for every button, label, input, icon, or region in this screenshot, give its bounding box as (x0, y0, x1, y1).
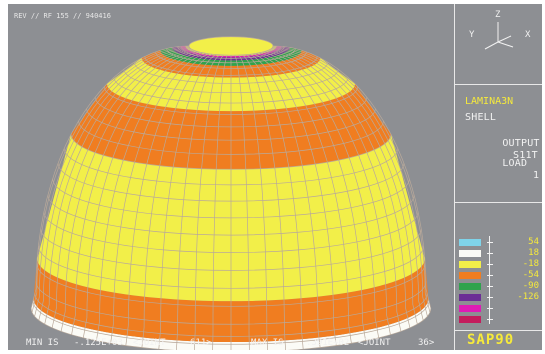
mesh-meridian (38, 48, 191, 321)
mesh-meridian (31, 46, 190, 313)
legend-axis (489, 236, 490, 324)
mesh-meridian (264, 51, 391, 335)
mesh-meridian (268, 49, 411, 328)
stress-legend: 54 18 -18 -54 -90 -126 (459, 236, 539, 326)
max-label: MAX IS (251, 338, 284, 348)
panel-divider (455, 330, 542, 331)
mesh-meridian (272, 47, 428, 317)
mesh-meridian (34, 47, 190, 317)
stress-band (141, 50, 321, 78)
mesh-meridian (272, 45, 432, 309)
mesh-meridian (252, 53, 337, 346)
mesh-meridian (266, 50, 402, 332)
legend-label: -18 (522, 259, 539, 269)
mesh-meridian (256, 53, 352, 344)
mesh-meridian (125, 53, 210, 346)
mesh-meridian (44, 48, 192, 325)
min-joint-label: <JOINT (133, 338, 166, 348)
max-joint-value: 36> (418, 338, 435, 348)
legend-tick (487, 264, 493, 265)
legend-swatch (459, 261, 481, 268)
mesh-meridian (194, 54, 224, 350)
header-revision-text: REV // RF 155 // 940416 (14, 12, 111, 20)
panel-divider (455, 202, 542, 203)
output-label: OUTPUT (502, 138, 540, 149)
stress-band (31, 298, 431, 350)
legend-swatch (459, 305, 481, 312)
mesh-meridian (212, 55, 228, 350)
legend-tick (487, 297, 493, 298)
min-joint-value: 611> (190, 338, 212, 348)
mesh-meridian (82, 51, 201, 338)
legend-label: -90 (522, 281, 539, 291)
mesh-meridian (259, 52, 366, 341)
legend-tick (487, 319, 493, 320)
stress-band (160, 47, 302, 66)
legend-tick (487, 275, 493, 276)
load-label: LOAD (502, 158, 528, 169)
axis-x-label: X (525, 30, 531, 40)
axes-triad-icon: Z Y X (461, 10, 535, 60)
info-side-panel: Z Y X LAMINA3N SHELL OUTPUT S11T LOAD 1 … (454, 4, 542, 350)
mesh-meridian (270, 48, 418, 325)
max-value: .391E+02 (306, 338, 350, 348)
element-type-label: SHELL (465, 112, 497, 123)
mesh-meridian (249, 53, 321, 348)
mesh-meridian (96, 52, 203, 341)
legend-tick (487, 253, 493, 254)
dome-shell-plot[interactable] (8, 4, 454, 350)
mesh-meridian (175, 54, 220, 350)
mesh-ring (30, 308, 432, 350)
legend-swatch (459, 294, 481, 301)
mesh-meridian (234, 55, 250, 350)
load-value: 1 (533, 170, 540, 181)
axis-y-label: Y (469, 30, 475, 40)
output-value: S11T (513, 150, 538, 161)
load-row: LOAD 1 (465, 146, 539, 194)
stress-band (172, 46, 290, 61)
legend-swatch (459, 283, 481, 290)
stress-band (33, 258, 429, 343)
mesh-meridian (158, 54, 217, 350)
mesh-meridian (271, 48, 424, 321)
legend-swatch (459, 239, 481, 246)
mesh-meridian (71, 51, 198, 335)
legend-tick (487, 242, 493, 243)
mesh-meridian (30, 45, 190, 309)
sap90-logo: SAP90 (467, 332, 515, 348)
mesh-meridian (110, 53, 206, 344)
stress-band (180, 46, 282, 58)
mesh-meridian (245, 54, 304, 350)
legend-label: 54 (528, 237, 539, 247)
mesh-meridian (60, 50, 196, 332)
model-title: LAMINA3N (465, 96, 514, 107)
output-row: OUTPUT S11T (465, 126, 540, 174)
legend-label: 18 (528, 248, 539, 258)
legend-label: -54 (522, 270, 539, 280)
min-label: MIN IS (26, 338, 59, 348)
legend-swatch (459, 250, 481, 257)
mesh-meridian (141, 53, 213, 348)
max-joint-label: <JOINT (358, 338, 391, 348)
mesh-meridian (242, 54, 287, 350)
legend-swatch (459, 316, 481, 323)
min-value: -.125E+03 (74, 338, 123, 348)
model-viewport[interactable]: REV // RF 155 // 940416 MIN IS -.125E+03… (8, 4, 454, 350)
mesh-meridian (51, 49, 194, 328)
mesh-meridian (261, 51, 380, 338)
legend-tick (487, 286, 493, 287)
legend-tick (487, 308, 493, 309)
panel-divider (455, 84, 542, 85)
legend-swatch (459, 272, 481, 279)
mesh-meridian (238, 54, 268, 350)
axis-z-label: Z (495, 10, 501, 20)
mesh-meridian (272, 46, 431, 313)
legend-label: -126 (517, 292, 539, 302)
dome-cap (188, 36, 274, 56)
